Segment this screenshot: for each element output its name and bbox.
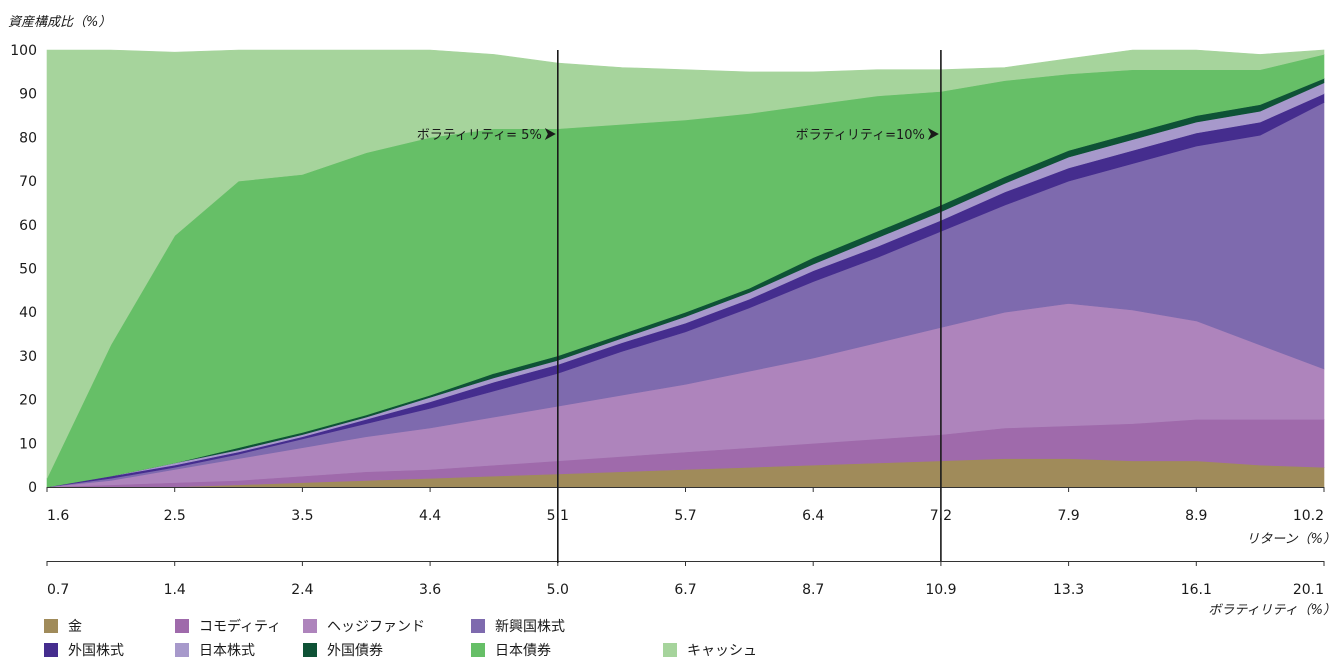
x2-tick-label: 5.0 — [547, 582, 569, 598]
legend-swatch-3 — [471, 619, 485, 633]
legend-label-2: ヘッジファンド — [327, 619, 425, 635]
legend-swatch-0 — [44, 619, 58, 633]
legend-swatch-5 — [175, 643, 189, 657]
x-tick-label: 8.9 — [1185, 508, 1207, 524]
volatility-annotation-0: ボラティリティ= 5% — [417, 128, 542, 143]
legend-swatch-6 — [303, 643, 317, 657]
y-tick-label: 70 — [19, 174, 37, 190]
y-tick-label: 0 — [28, 480, 37, 496]
legend-swatch-7 — [471, 643, 485, 657]
volatility-markers: ボラティリティ= 5% ボラティリティ=10% — [417, 50, 942, 563]
legend-swatch-4 — [44, 643, 58, 657]
legend-label-0: 金 — [68, 619, 82, 635]
y-tick-label: 10 — [19, 436, 37, 452]
y-tick-label: 90 — [19, 87, 37, 103]
y-tick-label: 80 — [19, 130, 37, 146]
legend-label-3: 新興国株式 — [495, 619, 565, 635]
volatility-annotation-1: ボラティリティ=10% — [796, 128, 925, 143]
x-tick-label: 4.4 — [419, 508, 441, 524]
x2-tick-label: 10.9 — [925, 582, 956, 598]
stacked-areas — [46, 49, 1325, 488]
x-tick-label: 10.2 — [1293, 508, 1324, 524]
x2-tick-label: 8.7 — [802, 582, 824, 598]
x-tick-label: 7.9 — [1057, 508, 1079, 524]
legend-swatch-8 — [663, 643, 677, 657]
x2-tick-label: 1.4 — [164, 582, 186, 598]
legend-label-8: キャッシュ — [687, 643, 757, 658]
arrow-right-icon — [927, 128, 939, 140]
x2-tick-label: 13.3 — [1053, 582, 1084, 598]
y-axis-title: 資産構成比（%） — [8, 14, 111, 30]
y-tick-label: 30 — [19, 349, 37, 365]
legend-swatch-1 — [175, 619, 189, 633]
x2-tick-label: 3.6 — [419, 582, 441, 598]
area-series-8 — [46, 49, 1325, 479]
legend-label-1: コモディティ — [199, 618, 281, 635]
legend-swatch-2 — [303, 619, 317, 633]
y-tick-label: 60 — [19, 218, 37, 234]
x2-tick-label: 6.7 — [674, 582, 696, 598]
x-axis-title: リターン（%） — [1246, 531, 1336, 547]
x2-tick-label: 2.4 — [291, 582, 313, 598]
y-tick-label: 20 — [19, 393, 37, 409]
x2-tick-label: 0.7 — [47, 582, 69, 598]
x2-axis-title: ボラティリティ（%） — [1208, 602, 1336, 618]
x2-tick-label: 20.1 — [1293, 582, 1324, 598]
x-tick-label: 6.4 — [802, 508, 824, 524]
x-tick-label: 1.6 — [47, 508, 69, 524]
x-tick-label: 5.7 — [674, 508, 696, 524]
arrow-right-icon — [544, 128, 556, 140]
legend-label-7: 日本債券 — [495, 643, 551, 658]
y-tick-label: 40 — [19, 305, 37, 321]
x2-tick-label: 16.1 — [1181, 582, 1212, 598]
legend-label-4: 外国株式 — [68, 643, 124, 658]
y-tick-label: 100 — [10, 43, 37, 59]
x-tick-label: 3.5 — [291, 508, 313, 524]
legend-label-5: 日本株式 — [199, 643, 255, 658]
legend-label-6: 外国債券 — [327, 643, 383, 658]
x-tick-label: 2.5 — [164, 508, 186, 524]
axes — [46, 487, 1325, 566]
y-tick-label: 50 — [19, 262, 37, 278]
